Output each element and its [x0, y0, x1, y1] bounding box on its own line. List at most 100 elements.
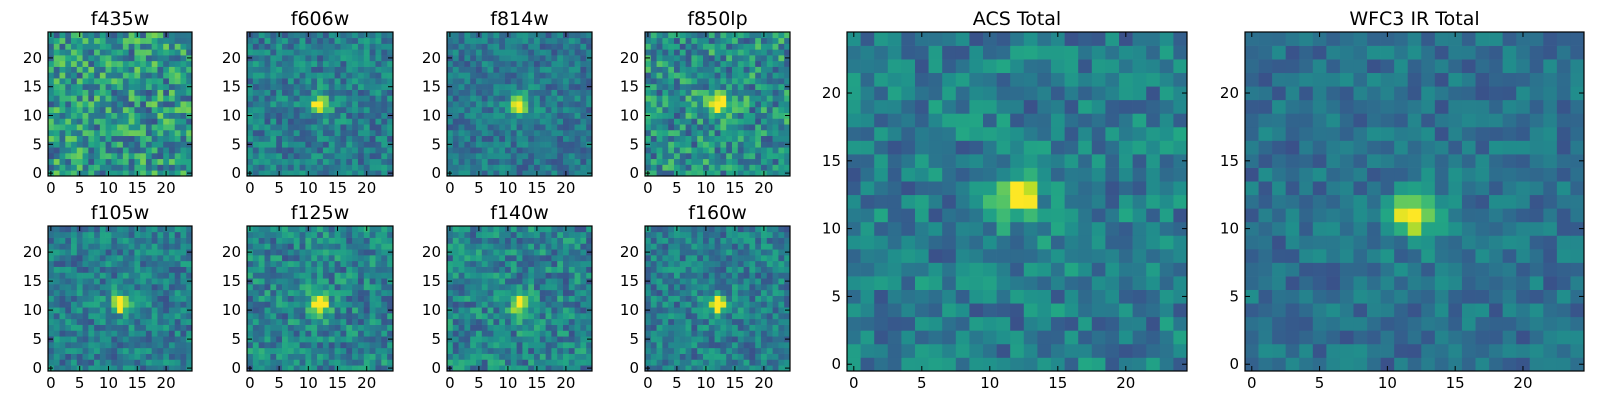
- heatmap-cell: [574, 359, 581, 366]
- heatmap-cell: [766, 66, 773, 73]
- heatmap-cell: [969, 126, 984, 141]
- heatmap-cell: [452, 289, 459, 296]
- heatmap-cell: [282, 307, 289, 314]
- heatmap-cell: [996, 140, 1011, 155]
- heatmap-cell: [163, 147, 170, 154]
- y-tick-label: 15: [23, 272, 42, 290]
- heatmap-cell: [180, 89, 187, 96]
- heatmap-cell: [568, 342, 575, 349]
- heatmap-cell: [522, 129, 529, 137]
- heatmap-cell: [111, 318, 118, 325]
- heatmap-cell: [180, 249, 187, 256]
- heatmap-cell: [1051, 45, 1065, 60]
- heatmap-cell: [328, 318, 335, 325]
- heatmap-cell: [860, 330, 875, 345]
- heatmap-cell: [82, 135, 89, 142]
- heatmap-cell: [708, 170, 715, 177]
- heatmap-cell: [122, 83, 129, 90]
- heatmap-cell: [458, 365, 465, 372]
- heatmap-cell: [151, 49, 158, 56]
- heatmap-cell: [76, 118, 83, 125]
- heatmap-cell: [322, 72, 330, 79]
- heatmap-cell: [151, 164, 158, 171]
- heatmap-cell: [697, 89, 704, 96]
- heatmap-cell: [539, 60, 546, 67]
- heatmap-cell: [928, 208, 943, 223]
- heatmap-cell: [117, 112, 124, 119]
- heatmap-cell: [99, 318, 106, 325]
- heatmap-cell: [761, 49, 768, 56]
- heatmap-cell: [48, 359, 55, 366]
- heatmap-cell: [464, 147, 471, 154]
- heatmap-cell: [128, 112, 135, 119]
- heatmap-cell: [458, 170, 465, 177]
- heatmap-cell: [357, 106, 365, 113]
- heatmap-cell: [1119, 221, 1133, 236]
- heatmap-cell: [317, 226, 324, 233]
- heatmap-cell: [1119, 99, 1133, 114]
- x-tick-label: 20: [157, 374, 176, 392]
- heatmap-cell: [346, 347, 353, 354]
- heatmap-cell: [322, 295, 330, 302]
- heatmap-cell: [1078, 289, 1093, 304]
- heatmap-cell: [346, 237, 353, 244]
- heatmap-cell: [568, 106, 575, 113]
- heatmap-cell: [447, 158, 454, 165]
- heatmap-cell: [1159, 126, 1174, 141]
- heatmap-cell: [258, 124, 265, 131]
- heatmap-cell: [522, 83, 529, 90]
- heatmap-cell: [1159, 59, 1174, 74]
- heatmap-cell: [151, 307, 158, 314]
- heatmap-cell: [1105, 113, 1120, 128]
- heatmap-cell: [145, 260, 153, 267]
- heatmap-cell: [545, 66, 552, 73]
- y-tick-label: 0: [629, 164, 639, 182]
- heatmap-cell: [163, 83, 170, 90]
- y-tick-label: 5: [431, 135, 441, 153]
- heatmap-cell: [334, 164, 341, 171]
- heatmap-cell: [505, 141, 512, 148]
- heatmap-cell: [264, 231, 271, 238]
- heatmap-cell: [586, 49, 593, 56]
- heatmap-cell: [163, 313, 170, 320]
- heatmap-cell: [574, 141, 581, 148]
- heatmap-cell: [458, 347, 465, 354]
- heatmap-cell: [1010, 45, 1025, 60]
- heatmap-cell: [778, 66, 785, 73]
- heatmap-cell: [186, 89, 193, 96]
- y-tick-label: 5: [32, 330, 42, 348]
- heatmap-cell: [128, 307, 135, 314]
- heatmap-cell: [726, 170, 733, 177]
- heatmap-cell: [505, 347, 512, 354]
- heatmap-cell: [145, 32, 153, 39]
- heatmap-cell: [679, 124, 686, 131]
- heatmap-cell: [447, 324, 454, 331]
- heatmap-cell: [145, 365, 153, 372]
- heatmap-cell: [528, 106, 535, 113]
- heatmap-cell: [334, 289, 341, 296]
- heatmap-cell: [140, 313, 147, 320]
- heatmap-cell: [340, 78, 347, 85]
- heatmap-cell: [334, 249, 341, 256]
- heatmap-cell: [1132, 99, 1147, 114]
- heatmap-cell: [955, 167, 970, 182]
- heatmap-cell: [720, 72, 727, 79]
- heatmap-cell: [586, 37, 593, 44]
- heatmap-cell: [493, 112, 500, 119]
- heatmap-cell: [586, 342, 593, 349]
- heatmap-cell: [714, 83, 721, 90]
- heatmap-cell: [516, 95, 523, 102]
- heatmap-cell: [363, 255, 370, 262]
- heatmap-cell: [708, 60, 715, 67]
- heatmap-cell: [99, 272, 106, 279]
- heatmap-cell: [145, 158, 153, 165]
- heatmap-cell: [186, 72, 193, 79]
- heatmap-cell: [650, 101, 657, 108]
- heatmap-cell: [180, 313, 187, 320]
- heatmap-cell: [174, 95, 181, 102]
- heatmap-cell: [105, 318, 112, 325]
- heatmap-cell: [539, 307, 546, 314]
- heatmap-cell: [732, 152, 739, 160]
- heatmap-cell: [737, 95, 744, 102]
- heatmap-cell: [346, 272, 353, 279]
